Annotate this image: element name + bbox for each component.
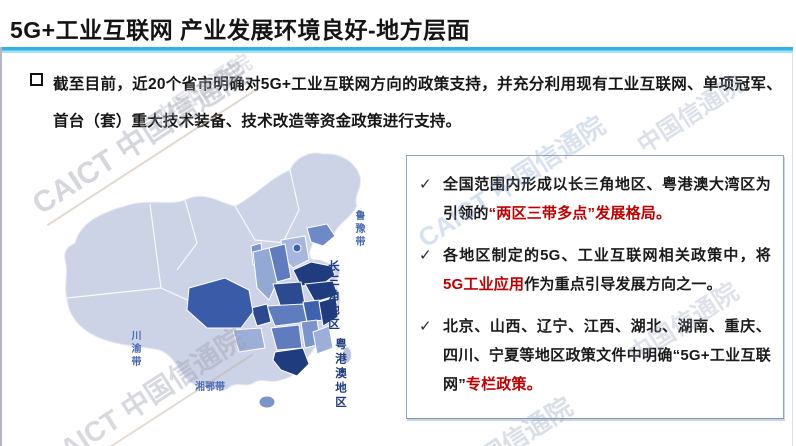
point-text: 北京、山西、辽宁、江西、湖北、湖南、重庆、四川、宁夏等地区政策文件中明确“5G+… <box>443 312 771 399</box>
point-text: 各地区制定的5G、工业互联网相关政策中，将 5G工业应用作为重点引导发展方向之一。 <box>443 241 771 299</box>
list-item: ✓ 全国范围内形成以长三角地区、粤港澳大湾区为引领的“两区三带多点”发展格局。 <box>419 170 771 228</box>
key-points-panel: ✓ 全国范围内形成以长三角地区、粤港澳大湾区为引领的“两区三带多点”发展格局。 … <box>406 155 784 419</box>
intro-section: 截至目前，近20个省市明确对5G+工业互联网方向的政策支持，并充分利用现有工业互… <box>30 66 782 140</box>
point-pre: 各地区制定的5G、工业互联网相关政策中，将 <box>443 247 771 264</box>
page-title: 5G+工业互联网 产业发展环境良好-地方层面 <box>10 17 471 43</box>
point-text: 全国范围内形成以长三角地区、粤港澳大湾区为引领的“两区三带多点”发展格局。 <box>443 170 771 228</box>
point-highlight: 5G工业应用 <box>443 276 525 293</box>
point-highlight: “两区三带多点”发展格局。 <box>488 205 672 222</box>
china-map-svg <box>64 152 362 409</box>
point-pre: 北京、山西、辽宁、江西、湖北、湖南、重庆、四川、宁夏等地区政策文件中明确“5G+… <box>443 318 771 393</box>
list-item: ✓ 各地区制定的5G、工业互联网相关政策中，将 5G工业应用作为重点引导发展方向之… <box>419 241 771 299</box>
title-underline <box>0 47 793 53</box>
map-label-chuanyu-belt: 川渝带 <box>129 330 140 369</box>
map-label-yangtze-delta: 长三角地区 <box>327 260 339 333</box>
checkmark-icon: ✓ <box>419 318 432 335</box>
intro-text: 截至目前，近20个省市明确对5G+工业互联网方向的政策支持，并充分利用现有工业互… <box>53 76 782 130</box>
square-bullet-icon <box>30 73 43 86</box>
checkmark-icon: ✓ <box>419 176 432 193</box>
point-highlight: 专栏政策。 <box>465 376 542 393</box>
checkmark-icon: ✓ <box>419 247 432 264</box>
map-label-luyu-belt: 鲁豫带 <box>353 210 364 249</box>
key-points-list: ✓ 全国范围内形成以长三角地区、粤港澳大湾区为引领的“两区三带多点”发展格局。 … <box>419 170 771 399</box>
left-edge-line <box>0 47 2 446</box>
china-map: 鲁豫带 长三角地区 粤港澳地区 川渝带 湘鄂带 <box>55 148 397 420</box>
right-edge-line <box>792 53 793 446</box>
point-pre: 全国范围内形成以长三角地区、粤港澳大湾区为引领的 <box>443 176 771 222</box>
map-label-xiange-belt: 湘鄂带 <box>195 382 225 393</box>
map-label-greater-bay: 粤港澳地区 <box>334 338 346 411</box>
list-item: ✓ 北京、山西、辽宁、江西、湖北、湖南、重庆、四川、宁夏等地区政策文件中明确“5… <box>419 312 771 399</box>
point-post: 作为重点引导发展方向之一。 <box>524 276 722 293</box>
